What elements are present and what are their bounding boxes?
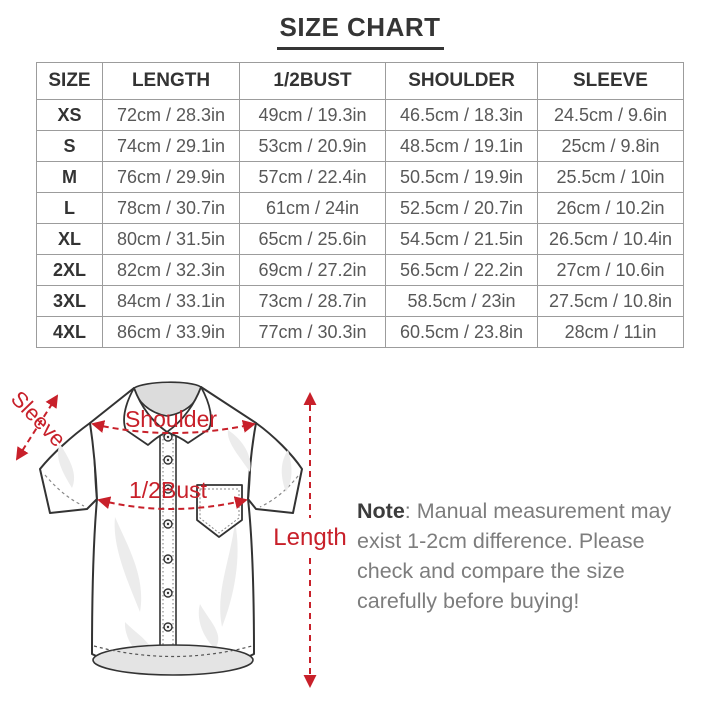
size-cell: XL bbox=[36, 223, 103, 255]
sleeve-label: Sleeve bbox=[6, 386, 71, 452]
hem-shading bbox=[92, 644, 254, 676]
shoulder-cell: 56.5cm / 22.2in bbox=[385, 254, 538, 286]
size-cell: XS bbox=[36, 99, 103, 131]
size-table: SIZE LENGTH 1/2BUST SHOULDER SLEEVE XS 7… bbox=[36, 62, 684, 348]
bust-arrow bbox=[97, 496, 248, 510]
shoulder-cell: 58.5cm / 23in bbox=[385, 285, 538, 317]
right-cuff-stitch bbox=[259, 475, 299, 508]
shirt-measurement-diagram: Sleeve Shoulder 1/2Bust Length bbox=[6, 381, 347, 688]
header-sleeve: SLEEVE bbox=[537, 62, 684, 100]
shoulder-cell: 54.5cm / 21.5in bbox=[385, 223, 538, 255]
right-sleeve bbox=[247, 422, 303, 514]
table-row: M 76cm / 29.9in 57cm / 22.4in 50.5cm / 1… bbox=[36, 161, 684, 193]
sleeve-cell: 25cm / 9.8in bbox=[537, 130, 684, 162]
sleeve-cell: 28cm / 11in bbox=[537, 316, 684, 348]
page-title: SIZE CHART bbox=[0, 12, 720, 50]
shoulder-cell: 60.5cm / 23.8in bbox=[385, 316, 538, 348]
sleeve-cell: 26.5cm / 10.4in bbox=[537, 223, 684, 255]
length-cell: 74cm / 29.1in bbox=[102, 130, 240, 162]
bust-cell: 57cm / 22.4in bbox=[239, 161, 386, 193]
shoulder-cell: 50.5cm / 19.9in bbox=[385, 161, 538, 193]
bust-cell: 53cm / 20.9in bbox=[239, 130, 386, 162]
table-row: L 78cm / 30.7in 61cm / 24in 52.5cm / 20.… bbox=[36, 192, 684, 224]
length-cell: 80cm / 31.5in bbox=[102, 223, 240, 255]
bust-cell: 77cm / 30.3in bbox=[239, 316, 386, 348]
shoulder-cell: 46.5cm / 18.3in bbox=[385, 99, 538, 131]
bust-cell: 69cm / 27.2in bbox=[239, 254, 386, 286]
sleeve-cell: 25.5cm / 10in bbox=[537, 161, 684, 193]
size-cell: 4XL bbox=[36, 316, 103, 348]
bust-cell: 61cm / 24in bbox=[239, 192, 386, 224]
size-cell: 2XL bbox=[36, 254, 103, 286]
table-header-row: SIZE LENGTH 1/2BUST SHOULDER SLEEVE bbox=[36, 62, 684, 100]
size-cell: S bbox=[36, 130, 103, 162]
sleeve-cell: 27.5cm / 10.8in bbox=[537, 285, 684, 317]
sleeve-cell: 24.5cm / 9.6in bbox=[537, 99, 684, 131]
note-label: Note bbox=[357, 498, 405, 523]
length-cell: 76cm / 29.9in bbox=[102, 161, 240, 193]
length-label: Length bbox=[273, 524, 346, 551]
page-title-text: SIZE CHART bbox=[276, 12, 444, 50]
length-cell: 84cm / 33.1in bbox=[102, 285, 240, 317]
sleeve-arrow bbox=[15, 394, 59, 461]
bust-label: 1/2Bust bbox=[129, 477, 208, 503]
length-cell: 86cm / 33.9in bbox=[102, 316, 240, 348]
shoulder-arrow bbox=[91, 419, 256, 434]
pocket-stitch bbox=[199, 488, 240, 534]
table-row: 2XL 82cm / 32.3in 69cm / 27.2in 56.5cm /… bbox=[36, 254, 684, 286]
length-cell: 82cm / 32.3in bbox=[102, 254, 240, 286]
table-row: 3XL 84cm / 33.1in 73cm / 28.7in 58.5cm /… bbox=[36, 285, 684, 317]
table-row: 4XL 86cm / 33.9in 77cm / 30.3in 60.5cm /… bbox=[36, 316, 684, 348]
size-cell: M bbox=[36, 161, 103, 193]
hem-stitch bbox=[93, 645, 253, 658]
table-row: S 74cm / 29.1in 53cm / 20.9in 48.5cm / 1… bbox=[36, 130, 684, 162]
button-placket bbox=[159, 431, 177, 651]
sleeve-cell: 26cm / 10.2in bbox=[537, 192, 684, 224]
bust-cell: 65cm / 25.6in bbox=[239, 223, 386, 255]
header-length: LENGTH bbox=[102, 62, 240, 100]
shoulder-cell: 52.5cm / 20.7in bbox=[385, 192, 538, 224]
size-cell: 3XL bbox=[36, 285, 103, 317]
table-row: XS 72cm / 28.3in 49cm / 19.3in 46.5cm / … bbox=[36, 99, 684, 131]
sleeve-cell: 27cm / 10.6in bbox=[537, 254, 684, 286]
left-cuff-stitch bbox=[44, 474, 85, 507]
shoulder-label: Shoulder bbox=[125, 406, 217, 432]
measurement-note: Note: Manual measurement may exist 1-2cm… bbox=[357, 496, 681, 616]
header-size: SIZE bbox=[36, 62, 103, 100]
length-cell: 78cm / 30.7in bbox=[102, 192, 240, 224]
note-text: : Manual measurement may exist 1-2cm dif… bbox=[357, 498, 672, 613]
bust-cell: 49cm / 19.3in bbox=[239, 99, 386, 131]
length-cell: 72cm / 28.3in bbox=[102, 99, 240, 131]
shoulder-cell: 48.5cm / 19.1in bbox=[385, 130, 538, 162]
table-row: XL 80cm / 31.5in 65cm / 25.6in 54.5cm / … bbox=[36, 223, 684, 255]
header-shoulder: SHOULDER bbox=[385, 62, 538, 100]
header-bust: 1/2BUST bbox=[239, 62, 386, 100]
bust-cell: 73cm / 28.7in bbox=[239, 285, 386, 317]
size-cell: L bbox=[36, 192, 103, 224]
